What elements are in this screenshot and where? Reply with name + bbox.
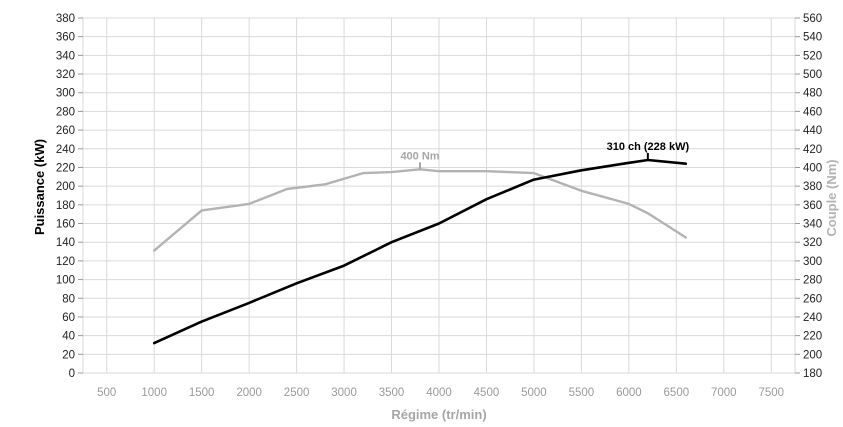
- grid-lines: [82, 17, 796, 374]
- left-tick-label: 120: [56, 256, 75, 268]
- x-tick-label: 2500: [284, 387, 310, 399]
- left-tick-label: 180: [56, 200, 75, 212]
- right-tick-label: 360: [803, 200, 822, 212]
- left-tick-label: 340: [56, 50, 75, 62]
- x-tick-label: 2000: [236, 387, 262, 399]
- right-tick-label: 460: [803, 106, 822, 118]
- right-tick-label: 240: [803, 312, 822, 324]
- max-power-label: 310 ch (228 kW): [607, 141, 690, 153]
- left-tick-label: 380: [56, 13, 75, 25]
- right-tick-label: 300: [803, 256, 822, 268]
- left-tick-label: 220: [56, 162, 75, 174]
- right-tick-label: 440: [803, 125, 822, 137]
- left-tick-label: 0: [69, 368, 75, 380]
- left-tick-label: 360: [56, 32, 75, 44]
- left-tick-label: 260: [56, 125, 75, 137]
- x-tick-label: 4000: [426, 387, 452, 399]
- right-tick-label: 540: [803, 32, 822, 44]
- left-tick-label: 100: [56, 275, 75, 287]
- x-tick-label: 6500: [664, 387, 690, 399]
- torque-curve-line: [152, 168, 687, 252]
- right-tick-label: 280: [803, 275, 822, 287]
- left-tick-label: 240: [56, 144, 75, 156]
- plot-frame: [82, 17, 796, 374]
- x-tick-label: 1500: [189, 387, 215, 399]
- left-tick-label: 60: [62, 312, 75, 324]
- left-tick-label: 300: [56, 88, 75, 100]
- left-tick-label: 20: [62, 349, 75, 361]
- left-tick-label: 140: [56, 237, 75, 249]
- power-curve-line: [152, 158, 688, 345]
- x-tick-label: 1000: [141, 387, 167, 399]
- max-torque-label: 400 Nm: [400, 150, 439, 162]
- right-tick-label: 180: [803, 368, 822, 380]
- x-tick-label: 7500: [758, 387, 784, 399]
- left-tick-label: 200: [56, 181, 75, 193]
- right-tick-label: 400: [803, 162, 822, 174]
- right-tick-label: 220: [803, 331, 822, 343]
- series-lines: [152, 158, 688, 345]
- right-tick-label: 340: [803, 219, 822, 231]
- right-axis-ticks: 180 200 220 240 260 280 300 320 340 360 380 400 420 4…: [795, 13, 822, 380]
- x-tick-label: 5000: [521, 387, 547, 399]
- right-tick-label: 380: [803, 181, 822, 193]
- left-tick-label: 320: [56, 69, 75, 81]
- right-tick-label: 480: [803, 88, 822, 100]
- left-tick-label: 280: [56, 106, 75, 118]
- right-tick-label: 520: [803, 50, 822, 62]
- x-tick-label: 3500: [379, 387, 405, 399]
- left-tick-label: 80: [62, 293, 75, 305]
- right-tick-label: 260: [803, 293, 822, 305]
- right-axis-title: Couple (Nm): [824, 159, 839, 236]
- right-tick-label: 420: [803, 144, 822, 156]
- x-axis-ticks: 500 1000 1500 2000 2500 3000 3500 4000 4500 5000 5…: [97, 387, 784, 399]
- left-tick-label: 160: [56, 219, 75, 231]
- x-tick-label: 3000: [331, 387, 357, 399]
- annotations: 310 ch (228 kW) 400 Nm: [400, 141, 690, 170]
- right-tick-label: 320: [803, 237, 822, 249]
- right-tick-label: 200: [803, 349, 822, 361]
- left-tick-label: 40: [62, 331, 75, 343]
- x-axis-title: Régime (tr/min): [391, 407, 486, 422]
- right-tick-label: 500: [803, 69, 822, 81]
- x-tick-label: 6000: [616, 387, 642, 399]
- x-tick-label: 7000: [711, 387, 737, 399]
- x-tick-label: 500: [97, 387, 116, 399]
- x-tick-label: 5500: [569, 387, 595, 399]
- x-tick-label: 4500: [474, 387, 500, 399]
- left-axis-title: Puissance (kW): [32, 139, 47, 235]
- left-axis-ticks: 0 20 40 60 80 100 120 140 160 180 200 220 240 260 280 3…: [56, 13, 83, 380]
- right-tick-label: 560: [803, 13, 822, 25]
